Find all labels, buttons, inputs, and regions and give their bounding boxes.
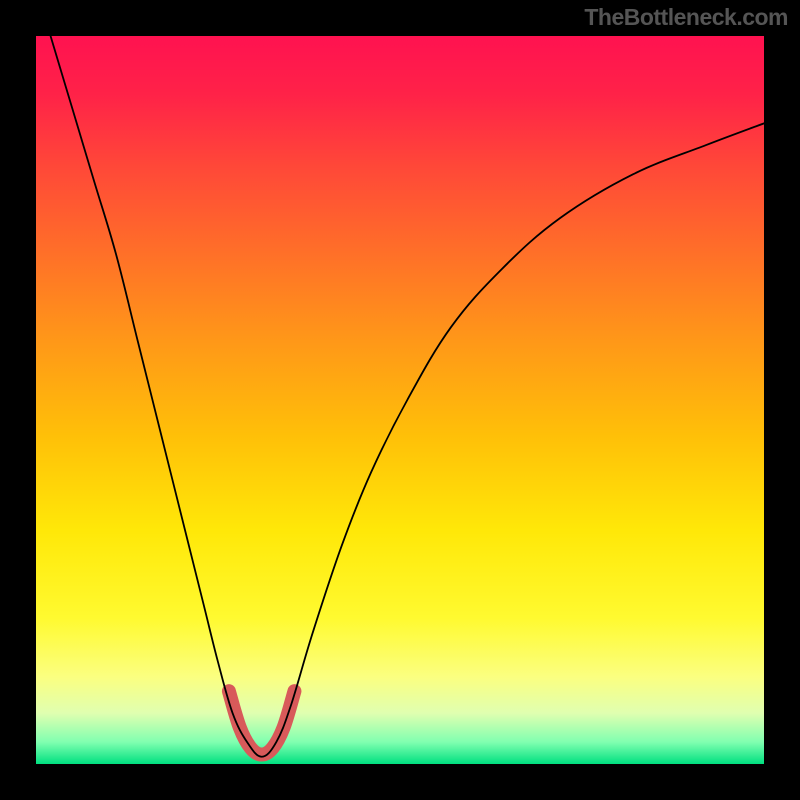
bottleneck-curve [51, 36, 764, 757]
watermark-text: TheBottleneck.com [584, 4, 788, 31]
plot-area [36, 36, 764, 764]
plot-overlay [36, 36, 764, 764]
